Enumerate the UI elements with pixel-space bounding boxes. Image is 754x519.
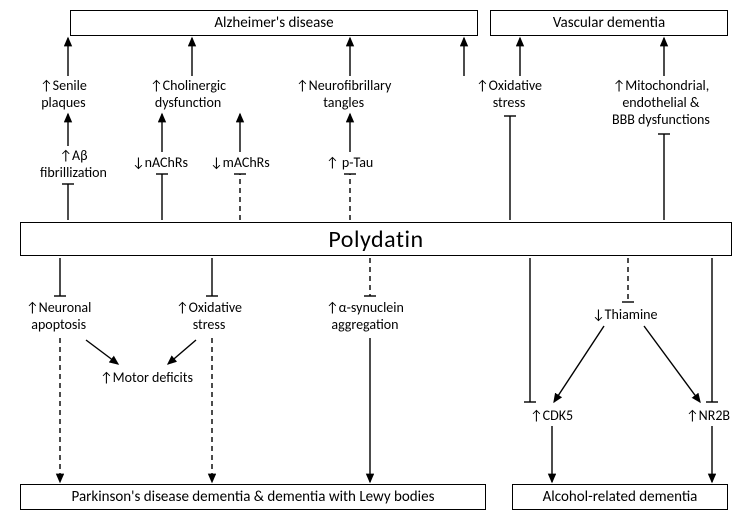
box-alzheimer-label: Alzheimer's disease (214, 14, 333, 32)
label-machr: ↓mAChRs (210, 155, 270, 172)
label-senile: ↑Senile plaques (40, 78, 87, 112)
label-oxstress-top: ↑Oxidative stress (476, 78, 542, 112)
label-motor: ↑Motor deficits (100, 370, 193, 387)
box-alcohol: Alcohol-related dementia (512, 484, 728, 510)
label-cholinergic: ↑Cholinergic dysfunction (150, 78, 226, 112)
box-vascular: Vascular dementia (490, 10, 728, 36)
label-ptau: ↑ p-Tau (326, 155, 373, 172)
box-parkinsons: Parkinson's disease dementia & dementia … (20, 484, 486, 510)
box-alcohol-label: Alcohol-related dementia (543, 488, 698, 506)
box-parkinsons-label: Parkinson's disease dementia & dementia … (72, 488, 435, 506)
label-cdk5: ↑CDK5 (530, 408, 573, 425)
box-polydatin-label: Polydatin (328, 225, 423, 254)
label-nachr: ↓nAChRs (132, 155, 188, 172)
label-neuronal: ↑Neuronal apoptosis (26, 300, 91, 334)
label-thiamine: ↓Thiamine (592, 307, 658, 324)
label-abeta: ↑Aβ fibrillization (40, 148, 107, 182)
label-oxstress-bot: ↑Oxidative stress (176, 300, 242, 334)
box-polydatin: Polydatin (20, 222, 732, 256)
label-nr2b: ↑NR2B (686, 408, 730, 425)
box-alzheimer: Alzheimer's disease (70, 10, 478, 36)
label-mito: ↑Mitochondrial, endothelial & BBB dysfun… (612, 78, 710, 128)
box-vascular-label: Vascular dementia (553, 14, 665, 32)
label-neurofib: ↑Neurofibrillary tangles (296, 78, 391, 112)
label-asynuclein: ↑α-synuclein aggregation (326, 300, 404, 334)
